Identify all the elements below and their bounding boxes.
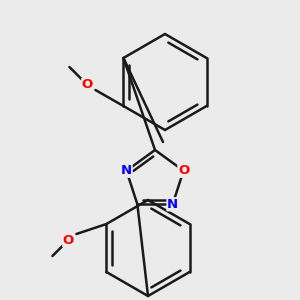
Text: O: O	[63, 233, 74, 247]
Text: O: O	[82, 79, 93, 92]
Text: O: O	[178, 164, 189, 177]
Text: N: N	[167, 198, 178, 211]
Text: N: N	[121, 164, 132, 177]
